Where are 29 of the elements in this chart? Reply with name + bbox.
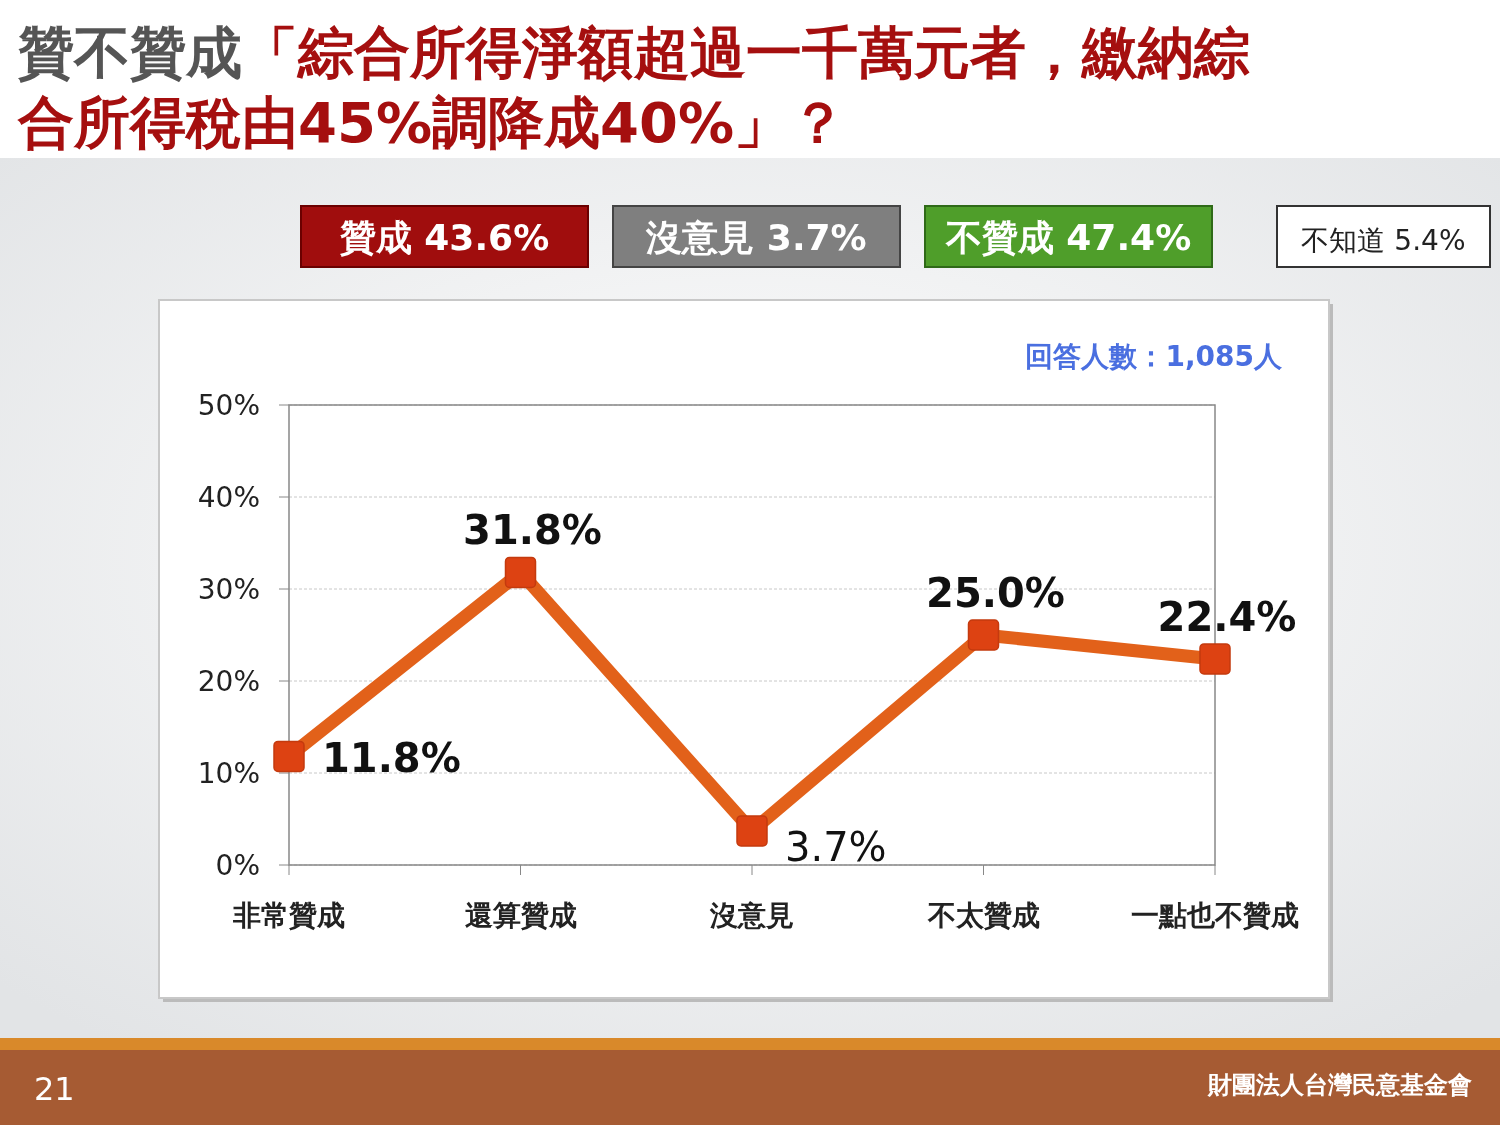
text: 沒意見 3.7% — [645, 217, 867, 258]
y-tick-label: 30% — [197, 573, 260, 606]
x-tick-label: 一點也不贊成 — [1131, 899, 1299, 932]
title: 贊不贊成「綜合所得淨額超過一千萬元者，繳納綜合所得稅由45%調降成40%」？ — [18, 20, 1250, 155]
text: 21 — [34, 1070, 75, 1108]
data-label: 22.4% — [1157, 593, 1297, 640]
text: 不贊成 47.4% — [944, 217, 1192, 258]
point — [967, 619, 1000, 651]
data-label: 3.7% — [785, 823, 887, 870]
text: 回答人數：1,085人 — [1025, 340, 1283, 373]
y-tick-label: 0% — [215, 849, 260, 882]
y-tick-label: 10% — [197, 757, 260, 790]
x-tick-label: 沒意見 — [709, 899, 794, 932]
point — [736, 815, 768, 847]
x-tick-label: 不太贊成 — [926, 899, 1040, 932]
y-tick-label: 20% — [197, 665, 260, 698]
x-tick-label: 非常贊成 — [232, 899, 345, 932]
point — [504, 556, 537, 589]
data-label: 31.8% — [463, 507, 602, 554]
point — [273, 740, 305, 773]
data-label: 11.8% — [322, 735, 461, 782]
text: 不知道 5.4% — [1301, 224, 1466, 257]
point — [1199, 643, 1231, 675]
text: 財團法人台灣民意基金會 — [1207, 1071, 1472, 1099]
y-tick-label: 50% — [197, 389, 260, 422]
data-label: 25.0% — [926, 570, 1065, 616]
x-tick-label: 還算贊成 — [464, 899, 577, 932]
text: 贊成 43.6% — [338, 217, 550, 258]
y-tick-label: 40% — [197, 481, 260, 514]
